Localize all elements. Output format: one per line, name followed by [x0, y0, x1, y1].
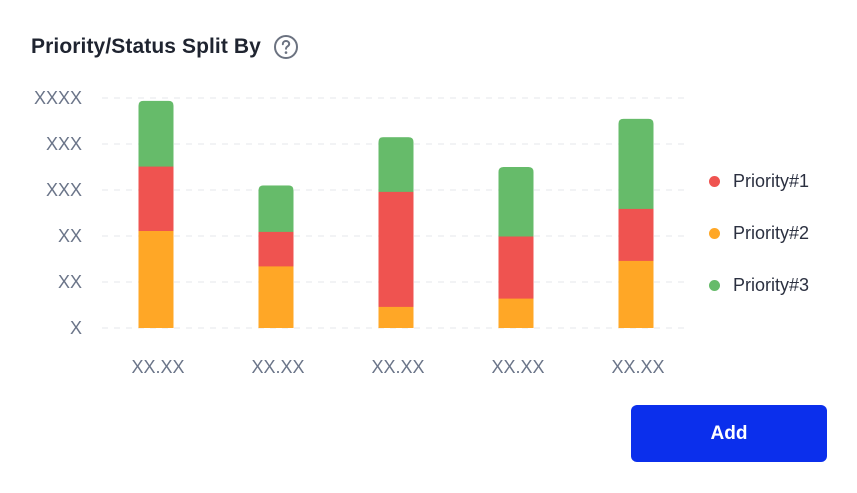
y-tick-label: XXX [46, 134, 82, 154]
chart-legend: Priority#1 Priority#2 Priority#3 [709, 168, 809, 324]
bar-segment-priority1 [498, 236, 534, 299]
y-tick-label: X [70, 318, 82, 338]
bar-segment-priority3 [258, 185, 294, 232]
bar-segment-priority1 [138, 166, 174, 231]
x-tick-label: XX.XX [491, 357, 544, 377]
bar-segment-priority2 [498, 298, 534, 328]
x-tick-label: XX.XX [611, 357, 664, 377]
bar-segment-priority2 [258, 265, 294, 328]
y-tick-label: XXXX [34, 88, 82, 108]
bar-stack [378, 137, 414, 328]
bar-stack [498, 167, 534, 328]
x-tick-label: XX.XX [371, 357, 424, 377]
legend-label: Priority#1 [733, 170, 810, 191]
chart-title: Priority/Status Split By [31, 35, 261, 58]
legend-item-priority3[interactable]: Priority#3 [709, 272, 809, 298]
legend-swatch [709, 279, 720, 291]
x-tick-label: XX.XX [251, 357, 304, 377]
bar-segment-priority1 [258, 231, 294, 267]
bar-segment-priority2 [138, 230, 174, 328]
bar-stack [618, 118, 654, 328]
x-tick-label: XX.XX [131, 357, 184, 377]
bar-segment-priority2 [618, 260, 654, 328]
bar-segment-priority3 [498, 167, 534, 237]
legend-swatch [709, 227, 720, 239]
legend-item-priority1[interactable]: Priority#1 [709, 168, 809, 194]
question-circle-icon[interactable] [273, 34, 299, 60]
bar-segment-priority3 [618, 118, 654, 209]
bar-stack [258, 185, 294, 328]
y-tick-label: XXX [46, 180, 82, 200]
add-button[interactable]: Add [631, 405, 827, 462]
bar-segment-priority2 [378, 306, 414, 328]
bar-segment-priority3 [138, 100, 174, 167]
y-tick-label: XX [58, 272, 82, 292]
legend-label: Priority#2 [733, 222, 810, 243]
chart-header: Priority/Status Split By [31, 30, 299, 64]
legend-swatch [709, 175, 720, 187]
bar-stack [138, 100, 174, 328]
bar-segment-priority1 [378, 191, 414, 307]
bar-segment-priority1 [618, 208, 654, 261]
legend-item-priority2[interactable]: Priority#2 [709, 220, 809, 246]
legend-label: Priority#3 [733, 274, 810, 295]
question-circle-icon-glyph [273, 35, 298, 59]
y-tick-label: XX [58, 226, 82, 246]
bar-segment-priority3 [378, 137, 414, 192]
